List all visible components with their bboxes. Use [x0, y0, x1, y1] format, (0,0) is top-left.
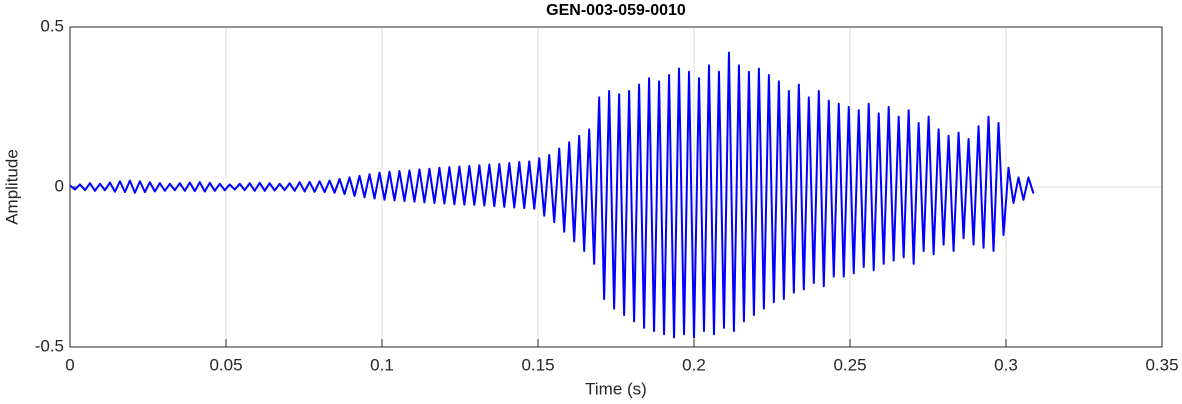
- x-tick-label: 0: [65, 355, 74, 374]
- chart-title: GEN-003-059-0010: [546, 2, 686, 19]
- signal-line: [69, 51, 1035, 339]
- x-axis-label: Time (s): [585, 379, 647, 398]
- x-tick-label: 0.3: [994, 355, 1018, 374]
- x-tick-label: 0.1: [370, 355, 394, 374]
- plot-frame: [69, 26, 1163, 348]
- x-tick-label: 0.25: [833, 355, 866, 374]
- x-tick-label: 0.2: [682, 355, 706, 374]
- y-tick-label: 0: [55, 176, 64, 195]
- y-tick-label: -0.5: [35, 336, 64, 355]
- x-tick-label: 0.15: [521, 355, 554, 374]
- y-tick-label: 0.5: [40, 16, 64, 35]
- y-axis-label: Amplitude: [2, 149, 21, 225]
- x-tick-label: 0.35: [1145, 355, 1178, 374]
- x-tick-label: 0.05: [209, 355, 242, 374]
